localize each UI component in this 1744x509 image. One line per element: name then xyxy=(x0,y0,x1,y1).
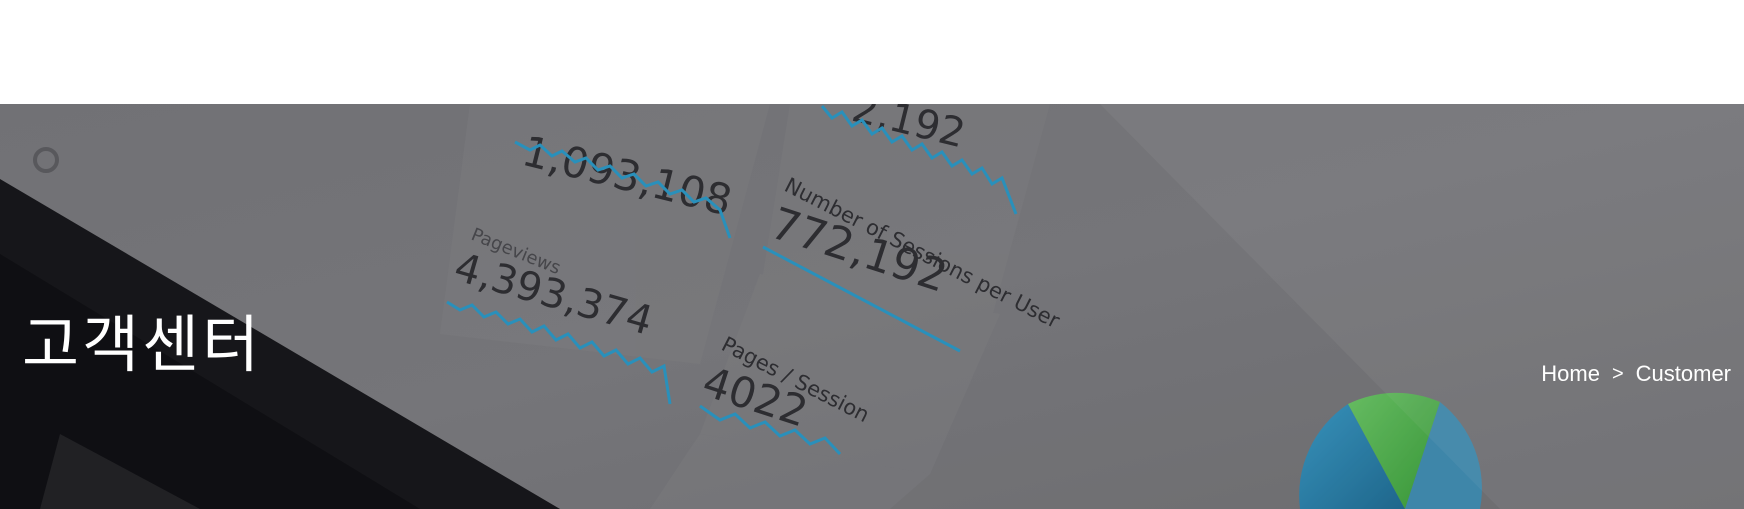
breadcrumb-home-link[interactable]: Home xyxy=(1541,361,1600,386)
analytics-dashboard-background-image: 1,093,108 2,192 Pageviews 4,393,374 Numb… xyxy=(0,104,1744,509)
hero-banner: 1,093,108 2,192 Pageviews 4,393,374 Numb… xyxy=(0,104,1744,509)
chevron-right-icon: > xyxy=(1611,363,1624,385)
breadcrumb-current: Customer xyxy=(1635,361,1731,386)
breadcrumb: Home > Customer xyxy=(1541,363,1731,385)
hero-overlay xyxy=(0,104,1744,509)
site-header xyxy=(0,0,1744,104)
page-title: 고객센터 xyxy=(22,308,263,381)
